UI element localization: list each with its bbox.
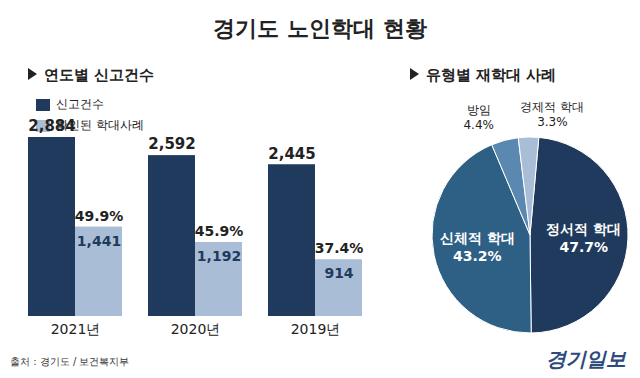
svg-text:2,445: 2,445 (268, 145, 315, 163)
svg-text:방임4.4%: 방임4.4% (463, 103, 494, 132)
svg-text:1,192: 1,192 (197, 248, 241, 264)
svg-text:2,884: 2,884 (28, 117, 75, 135)
svg-text:49.9%: 49.9% (75, 208, 124, 224)
svg-text:45.9%: 45.9% (195, 223, 244, 239)
svg-text:2,592: 2,592 (148, 135, 195, 153)
svg-text:37.4%: 37.4% (315, 240, 364, 256)
svg-text:914: 914 (324, 265, 353, 281)
svg-text:경제적 학대3.3%: 경제적 학대3.3% (520, 100, 584, 129)
svg-text:1,441: 1,441 (77, 233, 121, 249)
svg-text:2020년: 2020년 (171, 321, 221, 337)
svg-text:2019년: 2019년 (291, 321, 341, 337)
svg-text:정서적 학대47.7%: 정서적 학대47.7% (546, 221, 621, 255)
svg-text:2021년: 2021년 (51, 321, 101, 337)
svg-text:신체적 학대43.2%: 신체적 학대43.2% (440, 230, 515, 264)
